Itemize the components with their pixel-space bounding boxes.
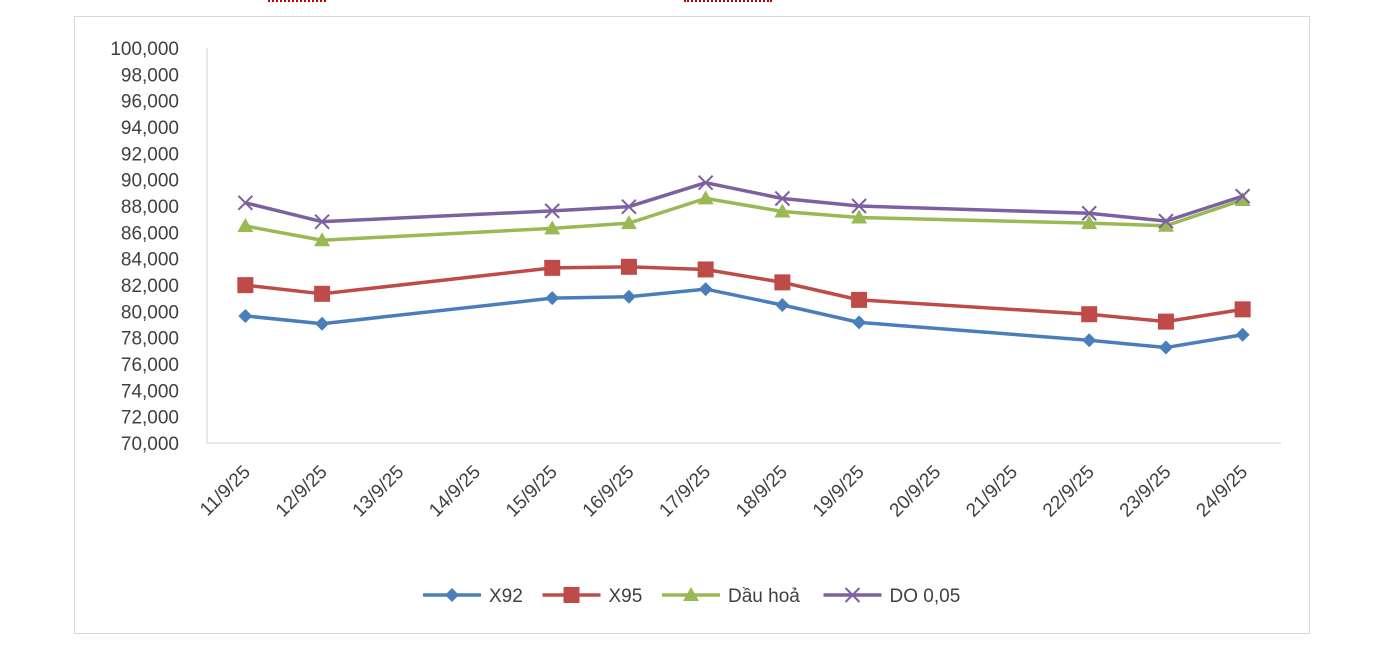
legend-marker-do-0-05: [844, 587, 861, 603]
data-point-do-0-05: [774, 190, 791, 207]
y-tick-label: 100,000: [110, 39, 179, 60]
x-tick-label: 16/9/25: [579, 462, 639, 522]
data-point-dau-hoa: [314, 232, 331, 247]
data-point-dau-hoa: [774, 203, 791, 218]
y-tick-label: 86,000: [121, 223, 179, 244]
data-point-x95: [1157, 313, 1174, 330]
y-tick-label: 98,000: [121, 65, 179, 86]
x-tick-label: 23/9/25: [1116, 462, 1176, 522]
data-point-x92: [852, 315, 867, 330]
legend-marker-dau-hoa: [683, 587, 699, 601]
data-point-x92: [1082, 333, 1097, 348]
data-point-x92: [1158, 340, 1173, 355]
y-tick-label: 70,000: [121, 434, 179, 455]
y-tick-label: 80,000: [121, 302, 179, 323]
y-tick-label: 76,000: [121, 355, 179, 376]
data-point-do-0-05: [697, 174, 714, 191]
data-point-x95: [620, 258, 637, 275]
series-do-0-05: [237, 174, 1251, 230]
x-axis-ticks: 11/9/25 12/9/25 13/9/25 14/9/25 15/9/25 16/9/…: [196, 462, 1252, 522]
y-tick-label: 72,000: [121, 408, 179, 429]
x-tick-label: 22/9/25: [1039, 462, 1099, 522]
top-red-mark-right: [684, 0, 772, 5]
data-point-dau-hoa: [1157, 217, 1174, 232]
x-tick-label: 19/9/25: [809, 462, 869, 522]
data-point-dau-hoa: [544, 220, 561, 235]
y-tick-label: 90,000: [121, 171, 179, 192]
data-point-x95: [1081, 306, 1098, 323]
data-point-dau-hoa: [697, 190, 714, 205]
y-axis-ticks: 70,000 72,000 74,000 76,000 78,000 80,000 82,0…: [110, 39, 179, 455]
legend-item-dau-hoa: Dầu hoả: [662, 586, 800, 607]
data-point-x95: [544, 259, 561, 276]
y-tick-label: 96,000: [121, 92, 179, 113]
data-point-do-0-05: [621, 198, 637, 215]
data-point-dau-hoa: [851, 209, 868, 224]
y-tick-label: 88,000: [121, 197, 179, 218]
series-lines: [237, 174, 1251, 355]
x-tick-label: 12/9/25: [272, 462, 332, 522]
x-tick-label: 17/9/25: [655, 462, 715, 522]
data-point-x92: [621, 289, 636, 304]
data-point-do-0-05: [851, 198, 867, 214]
y-tick-label: 94,000: [121, 118, 179, 139]
legend: X92 X95 Dầu hoả DO 0,05: [423, 586, 960, 607]
x-tick-label: 13/9/25: [349, 462, 409, 522]
data-point-x95: [774, 274, 791, 291]
data-point-x92: [775, 298, 790, 313]
data-point-x95: [1234, 301, 1251, 318]
data-point-do-0-05: [1234, 188, 1251, 204]
series-dau-hoa: [237, 190, 1251, 247]
data-point-do-0-05: [544, 203, 560, 219]
x-tick-label: 11/9/25: [196, 462, 255, 521]
data-point-x92: [1235, 327, 1250, 342]
data-point-do-0-05: [237, 195, 254, 211]
axes: [206, 48, 1281, 444]
data-point-x92: [698, 282, 713, 297]
series-x95: [237, 258, 1251, 330]
data-point-dau-hoa: [1081, 215, 1098, 230]
data-point-do-0-05: [1081, 205, 1097, 221]
legend-label: X95: [609, 586, 643, 607]
legend-marker-x92: [445, 588, 459, 602]
legend-item-do-0-05: DO 0,05: [823, 586, 961, 607]
y-tick-label: 74,000: [121, 381, 179, 402]
top-red-mark-left: [268, 0, 326, 5]
data-point-dau-hoa: [237, 218, 254, 233]
x-tick-label: 21/9/25: [962, 462, 1022, 522]
y-tick-label: 78,000: [121, 329, 179, 350]
data-point-x95: [314, 285, 331, 302]
data-point-x95: [851, 291, 868, 308]
legend-item-x92: X92: [423, 586, 523, 607]
y-tick-label: 82,000: [121, 276, 179, 297]
data-point-dau-hoa: [1234, 191, 1251, 206]
x-tick-label: 18/9/25: [732, 462, 792, 522]
series-x92: [238, 282, 1250, 355]
data-point-x95: [237, 277, 254, 294]
y-tick-label: 84,000: [121, 250, 179, 271]
data-point-do-0-05: [314, 213, 330, 230]
y-tick-label: 92,000: [121, 144, 179, 165]
x-tick-label: 14/9/25: [425, 462, 485, 522]
legend-item-x95: X95: [542, 586, 643, 607]
series-line-x95: [245, 265, 1243, 324]
x-tick-label: 24/9/25: [1192, 462, 1252, 522]
data-point-x95: [697, 261, 714, 278]
line-chart: 70,000 72,000 74,000 76,000 78,000 80,000 82,0…: [110, 39, 1281, 607]
data-point-x92: [315, 316, 330, 331]
chart-frame: 70,000 72,000 74,000 76,000 78,000 80,000 82,0…: [74, 16, 1310, 634]
legend-label: Dầu hoả: [728, 586, 800, 607]
series-line-dau-hoa: [245, 196, 1244, 242]
data-point-dau-hoa: [620, 215, 637, 230]
data-point-do-0-05: [1158, 213, 1174, 229]
data-point-x92: [545, 291, 560, 306]
legend-marker-x95: [563, 587, 580, 603]
data-point-x92: [238, 308, 253, 323]
legend-label: DO 0,05: [890, 586, 961, 607]
x-tick-label: 20/9/25: [886, 462, 946, 522]
series-line-x92: [245, 287, 1243, 350]
series-line-do-0-05: [244, 180, 1244, 224]
x-tick-label: 15/9/25: [502, 462, 562, 522]
legend-label: X92: [489, 586, 523, 607]
